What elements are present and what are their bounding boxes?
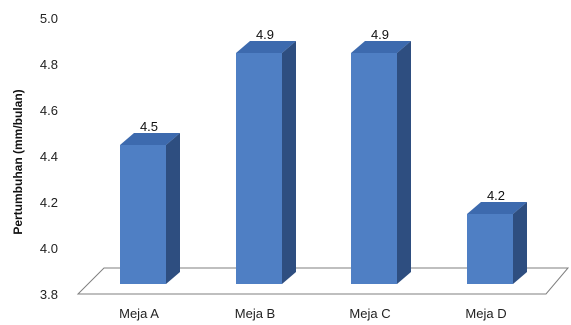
floor-plane [76,267,570,295]
bar-group [120,133,180,284]
data-label: 4.9 [256,27,274,42]
x-tick-label: Meja B [235,306,275,321]
chart-floor [76,267,570,295]
bar [120,145,166,284]
y-tick-label: 4.6 [40,103,58,118]
bar-group [351,41,411,284]
x-axis: Meja A Meja B Meja C Meja D [119,306,506,321]
x-tick-label: Meja A [119,306,159,321]
y-tick-label: 4.8 [40,57,58,72]
bar [351,53,397,284]
y-tick-label: 4.2 [40,195,58,210]
data-label: 4.9 [371,27,389,42]
y-tick-label: 5.0 [40,11,58,26]
bar-top [236,41,296,53]
bar-group [467,202,527,284]
y-axis: 3.8 4.0 4.2 4.4 4.6 4.8 5.0 [40,11,58,302]
y-axis-label: Pertumbuhan (mm/bulan) [11,89,25,234]
y-tick-label: 4.4 [40,149,58,164]
bar-side [397,41,411,284]
bar-side [282,41,296,284]
bar-side [513,202,527,284]
bar-top [120,133,180,145]
data-label: 4.5 [140,119,158,134]
bar [236,53,282,284]
y-tick-label: 4.0 [40,241,58,256]
y-tick-label: 3.8 [40,287,58,302]
bar-top [351,41,411,53]
bars: 4.5 4.9 4.9 4.2 [120,27,527,284]
data-label: 4.2 [487,188,505,203]
bar-group [236,41,296,284]
bar-top [467,202,527,214]
x-tick-label: Meja C [349,306,390,321]
x-tick-label: Meja D [465,306,506,321]
bar-side [166,133,180,284]
bar [467,214,513,284]
